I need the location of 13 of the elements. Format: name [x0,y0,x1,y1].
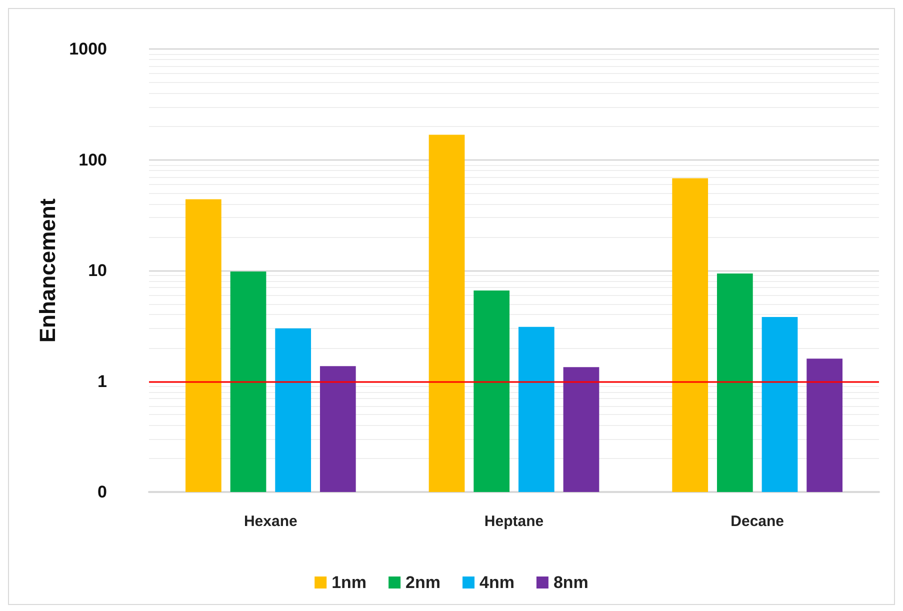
x-tick-label: Heptane [484,513,544,530]
x-tick-label: Decane [730,513,784,530]
legend-label: 8nm [553,573,588,592]
legend-label: 4nm [480,573,514,592]
x-tick-label: Hexane [244,513,298,530]
y-tick-label: 100 [78,150,107,170]
y-tick-label: 1 [98,372,107,391]
legend-label: 1nm [332,573,367,592]
y-tick-label: 10 [88,261,107,280]
y-tick-label: 0 [98,482,107,502]
y-tick-label: 1000 [69,40,107,58]
y-axis-title: Enhancement [34,198,60,343]
legend-label: 2nm [406,573,441,592]
